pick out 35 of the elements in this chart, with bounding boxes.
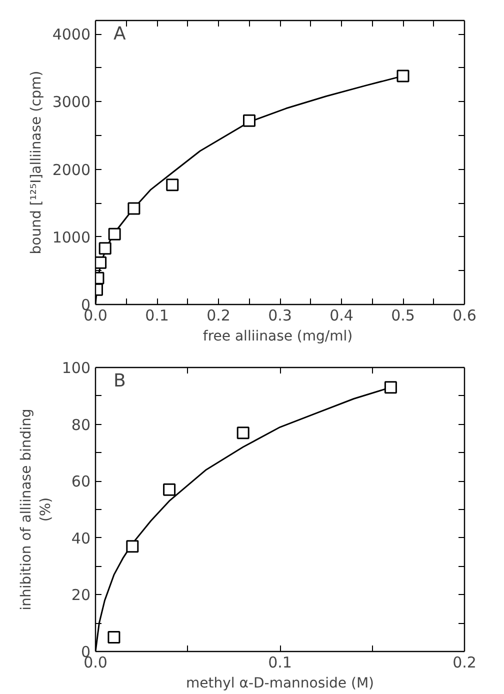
y-axis-title: inhibition of alliinase binding (%) <box>18 408 54 610</box>
point <box>243 114 256 127</box>
x-tick-label: 0.2 <box>206 306 230 324</box>
point <box>98 242 112 255</box>
x-tick-label: 0.1 <box>145 306 169 324</box>
x-axis-title: free alliinase (mg/ml) <box>202 328 353 344</box>
y-tick-label: 60 <box>71 472 91 491</box>
y-tick-label: 40 <box>71 529 91 548</box>
x-tick-label: 0.3 <box>268 306 292 324</box>
y-tick-label: 100 <box>62 359 91 377</box>
annotation: A <box>114 24 126 44</box>
y-tick-label: 80 <box>71 416 91 434</box>
point <box>108 631 120 644</box>
point <box>126 540 139 553</box>
point <box>384 381 397 394</box>
point <box>396 70 410 82</box>
point <box>166 178 179 192</box>
x-axis-title: methyl α-D-mannoside (M) <box>186 676 374 692</box>
x-tick-label: 0.1 <box>268 654 292 672</box>
x-tick-label: 0.4 <box>330 306 354 324</box>
x-tick-label: 0.6 <box>452 306 476 324</box>
y-tick-label: 2000 <box>52 160 91 179</box>
y-tick-label: 4000 <box>52 26 91 44</box>
annotation: B <box>114 370 126 392</box>
point <box>108 228 121 240</box>
point <box>96 256 107 269</box>
x-tick-label: 0.5 <box>391 306 415 324</box>
y-tick-label: 20 <box>71 586 91 604</box>
y-tick-label: 3000 <box>52 93 91 112</box>
y-tick-label: 1000 <box>52 228 91 246</box>
point <box>236 426 250 440</box>
point <box>128 202 140 215</box>
point <box>163 483 176 496</box>
y-axis-title: bound [¹²⁵I]alliinase (cpm) <box>28 70 44 254</box>
x-tick-label: 0.2 <box>452 654 476 672</box>
